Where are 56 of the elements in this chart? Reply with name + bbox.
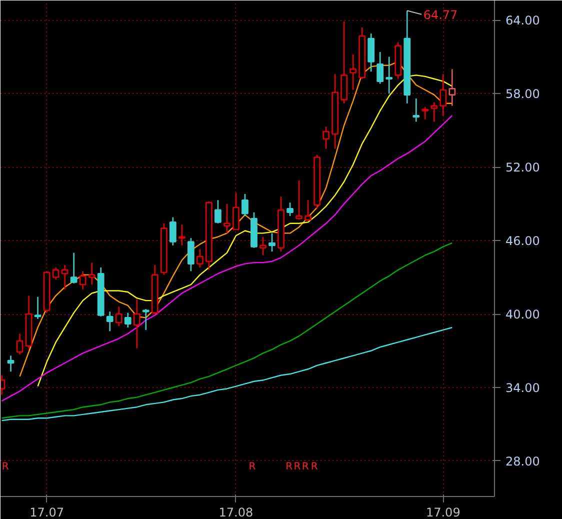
candlestick bbox=[440, 73, 447, 116]
y-tick-label: 52.00 bbox=[506, 160, 540, 175]
line-series bbox=[1, 326, 453, 422]
candlestick bbox=[196, 248, 204, 268]
candlestick bbox=[88, 262, 96, 286]
candlestick bbox=[214, 199, 222, 224]
candlestick bbox=[115, 306, 122, 327]
y-tick-label: 64.00 bbox=[506, 14, 540, 28]
candlestick bbox=[376, 51, 384, 84]
candlestick bbox=[286, 202, 294, 217]
candlestick bbox=[124, 312, 132, 328]
candlestick bbox=[224, 203, 230, 234]
candlestick bbox=[187, 237, 194, 272]
candlestick bbox=[34, 296, 42, 320]
line-series bbox=[1, 115, 453, 402]
candlestick bbox=[79, 270, 86, 290]
candlestick bbox=[448, 68, 456, 106]
candlestick bbox=[61, 264, 68, 290]
candlestick bbox=[169, 216, 176, 246]
candlestick bbox=[106, 310, 114, 332]
annotation: R bbox=[286, 462, 293, 472]
annotation: 64.77 bbox=[423, 8, 458, 22]
candlestick bbox=[242, 193, 248, 217]
annotation: R bbox=[302, 462, 309, 472]
candlestick bbox=[350, 54, 357, 91]
candlestick bbox=[52, 266, 60, 280]
candlestick bbox=[260, 236, 266, 256]
candlestick bbox=[304, 199, 312, 222]
line-series bbox=[1, 242, 453, 419]
candlestick bbox=[422, 106, 429, 120]
candlestick bbox=[16, 332, 24, 356]
candlestick bbox=[178, 224, 186, 246]
x-tick-label: 17.07 bbox=[30, 506, 64, 519]
y-tick-label: 28.00 bbox=[506, 454, 540, 468]
y-tick-label: 46.00 bbox=[506, 234, 540, 248]
y-tick-label: 58.00 bbox=[506, 87, 540, 102]
candlestick bbox=[70, 252, 78, 284]
candlestick bbox=[133, 298, 140, 349]
candlestick bbox=[322, 126, 330, 150]
annotation: R bbox=[310, 462, 318, 472]
candlestick bbox=[232, 192, 240, 230]
candlestick bbox=[412, 98, 420, 122]
y-tick-label: 34.00 bbox=[506, 381, 540, 395]
candlestick bbox=[368, 32, 375, 72]
candlestick bbox=[430, 102, 438, 122]
annotation: R bbox=[248, 462, 256, 472]
candlestick bbox=[386, 56, 393, 94]
candlestick bbox=[296, 180, 302, 220]
annotation: R bbox=[2, 462, 9, 472]
x-tick-label: 17.09 bbox=[426, 506, 460, 519]
annotation: R bbox=[294, 462, 301, 472]
y-tick-label: 40.00 bbox=[506, 308, 540, 322]
candlestick bbox=[268, 232, 276, 252]
candlestick bbox=[142, 308, 150, 331]
candlestick bbox=[7, 355, 14, 372]
x-tick-label: 17.08 bbox=[218, 506, 254, 519]
